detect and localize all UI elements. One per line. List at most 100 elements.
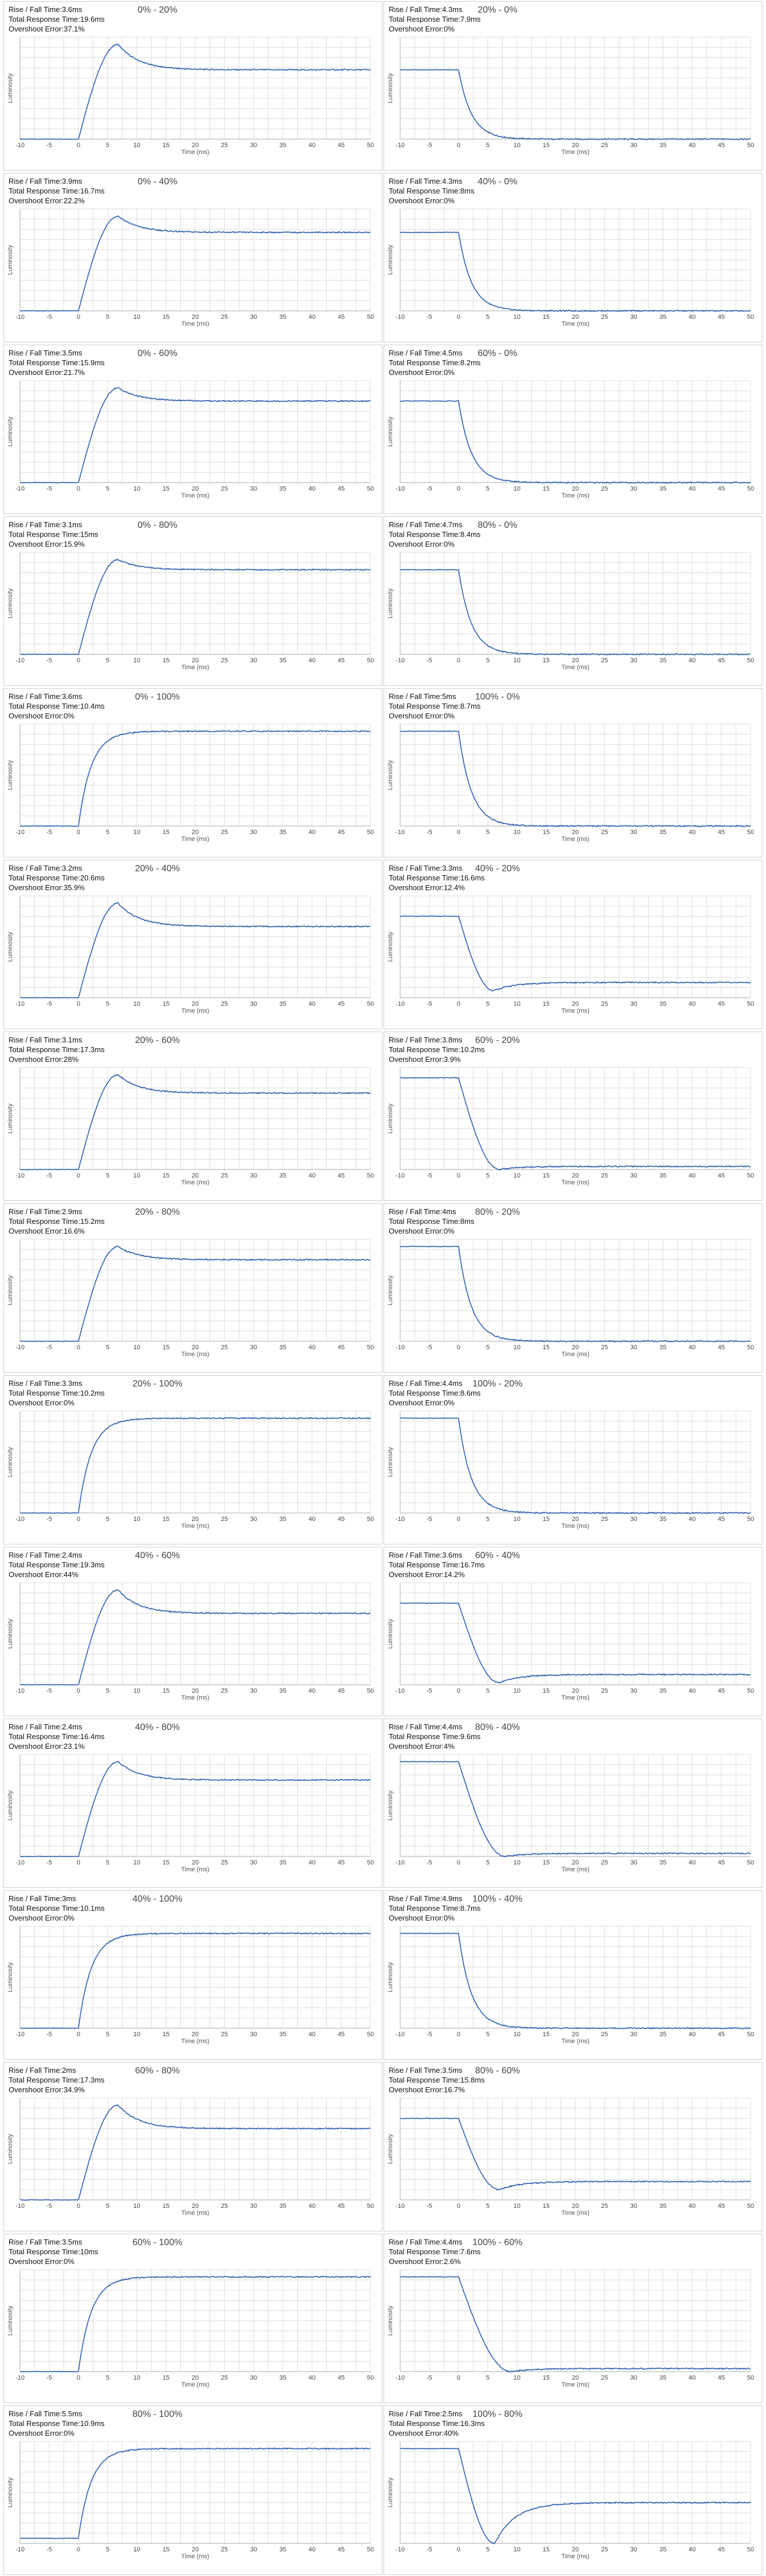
rise-fall-time-value: 4.7ms <box>442 520 463 529</box>
x-tick-label: 35 <box>660 657 666 664</box>
rise-fall-time-value: 2.4ms <box>62 1551 82 1559</box>
x-tick-label: 15 <box>163 314 169 321</box>
rise-fall-time-value: 3.2ms <box>62 864 82 872</box>
x-axis-label: Time (ms) <box>561 492 589 499</box>
response-stats: Rise / Fall Time:5ms Total Response Time:… <box>389 692 480 721</box>
x-tick-label: 25 <box>601 485 608 492</box>
total-response-time-label: Total Response Time: <box>389 2419 461 2428</box>
x-tick-label: 45 <box>718 485 725 492</box>
x-tick-label: 35 <box>279 314 286 321</box>
x-tick-label: 50 <box>747 1859 754 1866</box>
x-tick-label: 40 <box>309 1001 315 1008</box>
x-tick-label: 40 <box>309 2374 315 2381</box>
x-tick-label: 50 <box>367 657 374 664</box>
gridlines <box>400 1754 751 1857</box>
x-tick-label: 40 <box>309 2546 315 2553</box>
x-tick-label: 50 <box>747 314 754 321</box>
total-response-time-line: Total Response Time:10.4ms <box>9 701 105 711</box>
total-response-time-value: 8.2ms <box>460 358 481 367</box>
x-tick-label: -5 <box>427 1344 432 1351</box>
line-chart: -10 -5 0 5 10 15 20 25 30 35 40 45 50 Time (ms) Lumino… <box>7 724 374 843</box>
overshoot-error-label: Overshoot Error: <box>389 2257 444 2266</box>
total-response-time-label: Total Response Time: <box>9 1045 81 1054</box>
x-tick-label: 25 <box>221 829 228 836</box>
total-response-time-value: 17.3ms <box>80 2076 105 2084</box>
x-tick-label: 35 <box>279 2546 286 2553</box>
x-tick-label: 5 <box>106 1344 109 1351</box>
rise-fall-time-label: Rise / Fall Time: <box>9 1551 62 1559</box>
x-tick-label: 25 <box>601 2374 608 2381</box>
total-response-time-line: Total Response Time:10.1ms <box>9 1903 105 1913</box>
x-tick-label: -10 <box>15 1172 25 1179</box>
x-tick-label: 50 <box>367 2031 374 2038</box>
x-tick-label: 50 <box>367 829 374 836</box>
x-tick-label: 15 <box>543 2374 550 2381</box>
rise-fall-time-value: 3.8ms <box>442 1036 463 1044</box>
response-stats: Rise / Fall Time:3ms Total Response Time:… <box>9 1894 105 1923</box>
x-tick-label: 35 <box>279 1001 286 1008</box>
x-tick-label: 45 <box>718 314 725 321</box>
rise-fall-time-line: Rise / Fall Time:2ms <box>9 2065 105 2075</box>
x-tick-label: 25 <box>221 1344 228 1351</box>
total-response-time-label: Total Response Time: <box>9 702 81 710</box>
total-response-time-line: Total Response Time:16.7ms <box>9 186 105 196</box>
rise-fall-time-label: Rise / Fall Time: <box>9 520 62 529</box>
gridlines <box>19 1754 371 1857</box>
x-tick-label: -5 <box>427 829 432 836</box>
y-axis-label: Luminosity <box>387 73 394 103</box>
x-tick-label: 45 <box>718 1172 725 1179</box>
rise-fall-time-label: Rise / Fall Time: <box>389 520 443 529</box>
x-tick-label: 5 <box>106 485 109 492</box>
total-response-time-label: Total Response Time: <box>389 1217 461 1226</box>
luminosity-series-line <box>400 1417 751 1514</box>
x-tick-label: 25 <box>601 1859 608 1866</box>
x-tick-label: 5 <box>106 1688 109 1694</box>
response-stats: Rise / Fall Time:3.2ms Total Response Tim… <box>9 863 105 892</box>
overshoot-error-value: 22.2% <box>64 196 85 205</box>
total-response-time-value: 15.8ms <box>460 2076 485 2084</box>
luminosity-series-line <box>19 730 371 827</box>
x-tick-label: 0 <box>77 1172 80 1179</box>
x-tick-label: 45 <box>338 2374 345 2381</box>
rise-fall-time-label: Rise / Fall Time: <box>9 2066 62 2075</box>
overshoot-error-label: Overshoot Error: <box>9 1570 64 1579</box>
rise-fall-time-line: Rise / Fall Time:3.5ms <box>389 2065 485 2075</box>
total-response-time-value: 19.6ms <box>80 15 105 23</box>
x-tick-label: 10 <box>514 314 520 321</box>
rise-fall-time-value: 4.3ms <box>442 5 463 14</box>
gridlines <box>19 37 371 140</box>
chart-title: 60% - 40% <box>475 1551 520 1560</box>
chart-title: 80% - 100% <box>132 2409 183 2419</box>
x-axis-label: Time (ms) <box>561 149 589 156</box>
total-response-time-value: 16.6ms <box>460 874 485 882</box>
luminosity-series-line <box>400 1077 751 1171</box>
overshoot-error-label: Overshoot Error: <box>389 25 444 33</box>
x-tick-label: 15 <box>163 142 169 149</box>
x-tick-label: 5 <box>486 2031 489 2038</box>
chart-panel: Rise / Fall Time:4.7ms Total Response Tim… <box>384 516 763 686</box>
x-tick-label: 10 <box>514 1516 520 1523</box>
y-axis-label: Luminosity <box>387 2134 394 2164</box>
chart-title: 60% - 20% <box>475 1036 520 1045</box>
rise-fall-time-value: 3.1ms <box>62 520 82 529</box>
x-tick-label: 0 <box>457 2031 460 2038</box>
overshoot-error-line: Overshoot Error:2.6% <box>389 2257 480 2266</box>
response-stats: Rise / Fall Time:4.4ms Total Response Tim… <box>389 1722 480 1751</box>
x-tick-label: 30 <box>250 142 257 149</box>
total-response-time-line: Total Response Time:9.6ms <box>389 1732 480 1741</box>
overshoot-error-line: Overshoot Error:14.2% <box>389 1570 485 1579</box>
x-axis-label: Time (ms) <box>181 321 209 327</box>
overshoot-error-value: 34.9% <box>64 2085 85 2094</box>
total-response-time-label: Total Response Time: <box>389 2247 461 2256</box>
luminosity-series-line <box>20 215 371 312</box>
x-tick-label: -5 <box>427 142 432 149</box>
x-tick-label: 15 <box>543 1344 550 1351</box>
overshoot-error-value: 0% <box>64 712 74 720</box>
y-axis-label: Luminosity <box>7 2134 14 2164</box>
rise-fall-time-line: Rise / Fall Time:3.5ms <box>9 2237 98 2247</box>
total-response-time-label: Total Response Time: <box>389 187 461 195</box>
luminosity-series-line <box>20 1245 371 1342</box>
luminosity-series-line <box>400 231 751 312</box>
x-tick-label: -10 <box>15 2203 25 2210</box>
response-stats: Rise / Fall Time:3.5ms Total Response Tim… <box>9 2237 98 2266</box>
